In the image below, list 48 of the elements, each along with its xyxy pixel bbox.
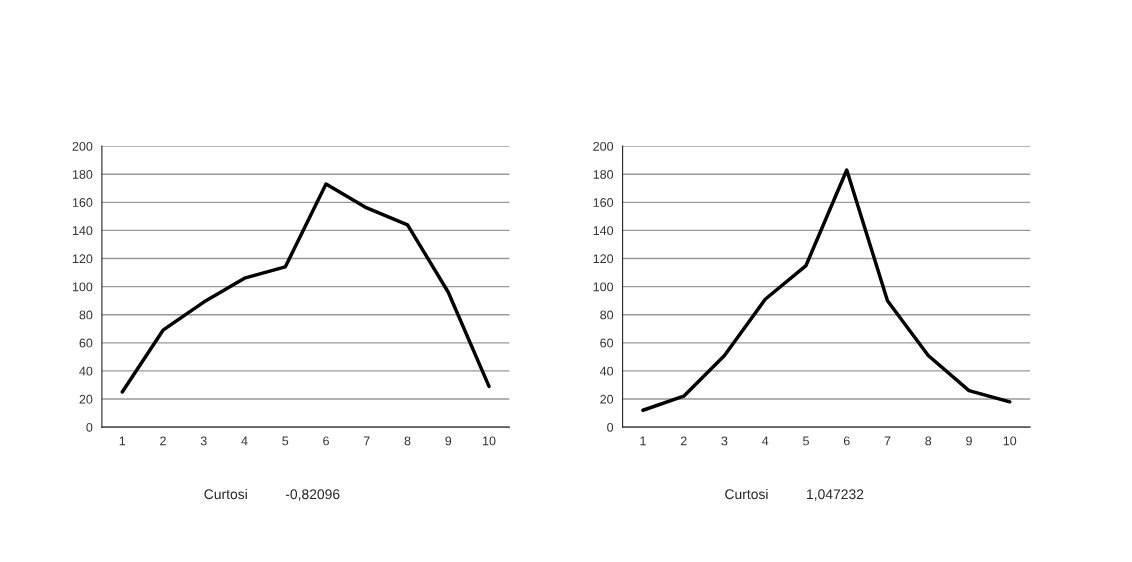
x-tick-label: 1 xyxy=(640,436,646,446)
y-tick-label: 180 xyxy=(72,170,93,179)
x-tick-label: 3 xyxy=(200,436,207,446)
y-tick-label: 120 xyxy=(593,254,614,264)
y-tick-label: 20 xyxy=(600,394,614,404)
x-tick-label: 8 xyxy=(925,436,932,446)
x-tick-label: 5 xyxy=(803,436,809,446)
y-tick-label: 40 xyxy=(599,366,614,376)
y-tick-label: 200 xyxy=(72,141,93,151)
y-tick-label: 180 xyxy=(593,170,614,179)
x-tick-label: 10 xyxy=(1003,436,1017,446)
text: Curtosi xyxy=(725,488,768,500)
y-tick-label: 60 xyxy=(79,338,93,348)
x-tick-label: 1 xyxy=(119,436,126,446)
x-tick-label: 2 xyxy=(160,436,166,446)
x-tick-label: 8 xyxy=(404,436,411,446)
x-tick-label: 4 xyxy=(762,436,769,446)
x-tick-label: 10 xyxy=(483,436,496,446)
x-tick-label: 7 xyxy=(363,436,370,446)
y-tick-label: 120 xyxy=(72,254,93,264)
x-tick-label: 4 xyxy=(241,436,248,446)
y-tick-label: 100 xyxy=(72,282,93,292)
y-tick-label: 140 xyxy=(72,226,93,236)
y-tick-label: 200 xyxy=(593,141,614,151)
x-tick-label: 9 xyxy=(445,436,452,446)
x-tick-label: 3 xyxy=(721,436,728,446)
text: Curtosi xyxy=(204,488,247,500)
x-tick-label: 6 xyxy=(843,436,850,446)
y-tick-label: 80 xyxy=(79,310,93,320)
text: 1,047232 xyxy=(807,489,864,501)
y-tick-label: 20 xyxy=(79,394,93,404)
text: -0,82096 xyxy=(285,489,340,501)
x-tick-label: 7 xyxy=(884,436,891,446)
x-tick-label: 6 xyxy=(323,436,329,446)
x-tick-label: 5 xyxy=(282,436,289,446)
y-tick-label: 160 xyxy=(593,198,614,207)
y-tick-label: 160 xyxy=(72,198,93,207)
y-tick-label: 0 xyxy=(86,422,93,432)
x-tick-label: 2 xyxy=(680,436,687,446)
y-tick-label: 80 xyxy=(600,310,614,320)
y-tick-label: 100 xyxy=(593,282,614,292)
y-tick-label: 40 xyxy=(79,366,93,376)
y-tick-label: 0 xyxy=(607,422,614,432)
y-tick-label: 140 xyxy=(593,226,614,236)
y-tick-label: 60 xyxy=(600,338,614,348)
x-tick-label: 9 xyxy=(966,436,972,446)
line-series xyxy=(641,168,1012,412)
line-series xyxy=(120,182,491,394)
